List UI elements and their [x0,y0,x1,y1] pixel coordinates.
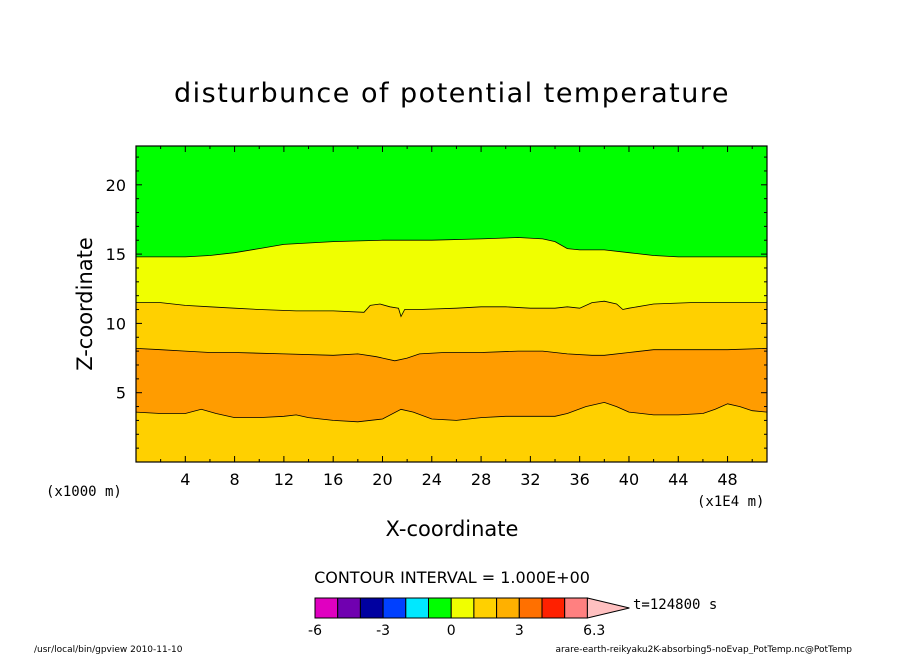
x-tick-label: 28 [471,470,491,489]
colorbar-cell [314,597,339,619]
x-tick-label: 44 [668,470,688,489]
colorbar-cell [473,597,498,619]
chart-title: disturbunce of potential temperature [174,78,730,109]
contour-line-2 [135,348,768,362]
contour-interval-text: CONTOUR INTERVAL = 1.000E+00 [314,568,590,587]
x-tick-label: 24 [422,470,442,489]
footer-left-text: /usr/local/bin/gpview 2010-11-10 [34,645,183,654]
contour-band-0 [136,402,767,462]
colorbar-tick-label: -3 [376,623,390,639]
colorbar-cell [359,597,384,619]
colorbar-tick-label: 6.3 [583,623,605,639]
contour-band-2 [136,301,767,361]
colorbar-cell [496,597,520,619]
contour-band-3 [136,237,767,317]
contour-lines [135,237,768,423]
x-axis-ticks: 4 8 12 16 20 24 28 32 36 40 44 48 [160,146,753,489]
contour-line-4 [136,237,767,258]
contour-line-3 [136,300,767,318]
x-axis-label: X-coordinate [386,517,519,541]
x-unit-label: (x1E4 m) [697,494,764,510]
x-tick-label: 36 [569,470,589,489]
contour-bands [136,146,767,462]
colorbar [314,597,630,619]
x-tick-label: 48 [717,470,737,489]
contour-band-4 [136,146,767,257]
colorbar-cell [564,597,588,619]
colorbar-tick-label: 0 [447,623,456,639]
colorbar-extension-arrow [586,597,630,619]
x-tick-label: 20 [372,470,392,489]
colorbar-cell [405,597,429,619]
x-tick-label: 12 [274,470,294,489]
colorbar-tick-label: 3 [515,623,524,639]
x-tick-label: 8 [230,470,240,489]
x-tick-label: 16 [323,470,343,489]
colorbar-cell [428,597,452,619]
time-label: t=124800 s [633,597,717,613]
x-tick-label: 4 [180,470,190,489]
z-unit-label: (x1000 m) [46,484,122,500]
colorbar-cell [450,597,475,619]
colorbar-cell [382,597,407,619]
y-axis-label: Z-coordinate [73,237,97,371]
x-tick-label: 40 [619,470,639,489]
y-tick-label: 5 [116,384,126,403]
colorbar-tick-labels: -6 -3 0 3 6.3 [308,623,605,639]
y-tick-label: 15 [106,245,126,264]
x-tick-label: 32 [520,470,540,489]
colorbar-cell [541,597,566,619]
colorbar-tick-label: -6 [308,623,322,639]
contour-line-1 [135,401,768,423]
plot-frame [135,145,768,463]
footer-right-text: arare-earth-reikyaku2K-absorbing5-noEvap… [555,645,852,654]
colorbar-cell [518,597,543,619]
contour-band-1 [136,348,767,422]
y-tick-label: 10 [106,314,126,333]
y-axis-ticks: 5 10 15 20 [106,156,767,449]
colorbar-cell [337,597,361,619]
y-tick-label: 20 [106,176,126,195]
